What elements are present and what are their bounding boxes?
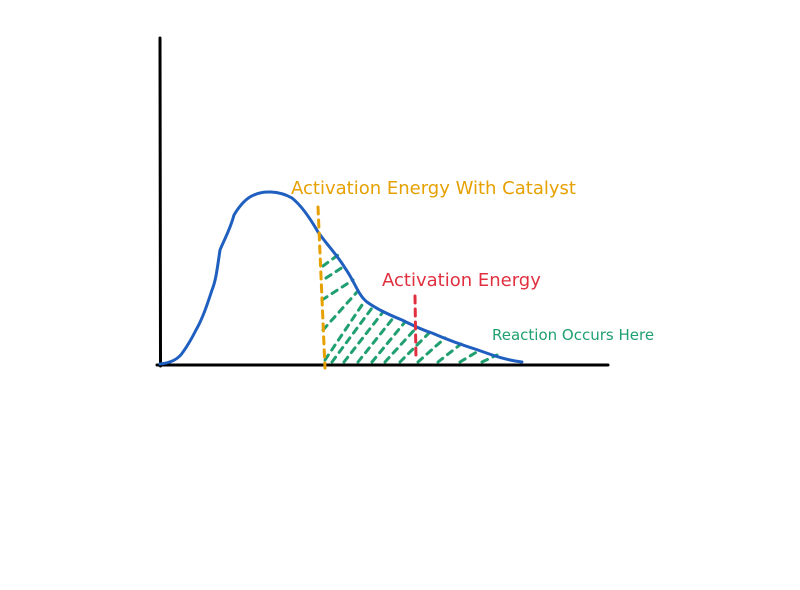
y-axis (158, 36, 162, 368)
activation-label: Activation Energy (382, 270, 541, 291)
catalyst-label: Activation Energy With Catalyst (291, 178, 576, 199)
reaction-region-hatching (320, 253, 499, 364)
energy-distribution-curve (158, 190, 524, 366)
activation-threshold-line (413, 294, 418, 362)
reaction-label: Reaction Occurs Here (492, 326, 654, 344)
catalyst-threshold-line (316, 205, 327, 370)
